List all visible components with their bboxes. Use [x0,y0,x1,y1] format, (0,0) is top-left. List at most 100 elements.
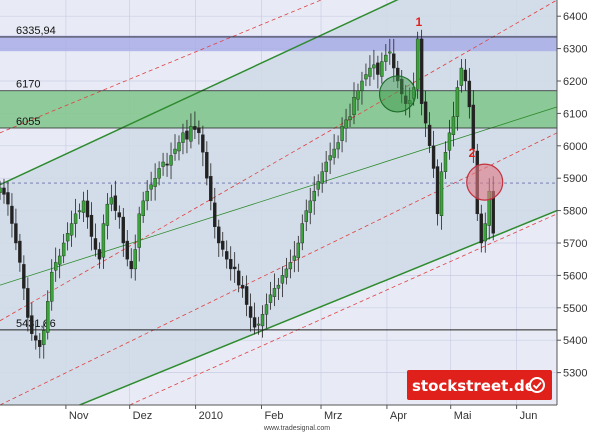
candle-body [232,266,237,270]
y-tick-label: 5500 [563,303,587,315]
candle-body [292,255,297,261]
candle-body [368,67,372,77]
candle-body [252,317,257,328]
candle-body [217,226,221,244]
candle-body [463,69,468,82]
annotations: 12 [415,15,475,160]
candle-body [10,205,14,224]
candle-body [229,259,233,270]
candle-body [22,264,26,289]
candle-body [256,323,261,326]
candle-body [423,101,428,124]
candle-body [308,200,312,213]
candle-body [193,126,197,130]
candle-body [141,200,145,216]
y-axis-ticks: 5300 5400 5500 5600 5700 5800 5900 6000 6100 6200… [557,11,587,380]
candle-body [57,255,62,265]
candle-body [384,54,388,62]
candle-body [6,192,10,205]
candle-body [240,284,245,289]
candle-body [264,304,269,315]
candle-body [447,132,452,151]
channel-line [0,0,557,322]
y-tick-label: 6200 [563,76,587,88]
channel-lines [0,0,557,405]
candle-body [153,177,157,187]
candle-body [332,148,336,158]
x-tick-label: Jun [520,410,538,422]
x-tick-label: Mai [454,410,472,422]
candle-body [483,223,487,242]
candle-body [121,216,126,244]
highlight-circle [466,163,504,201]
annotation-label: 2 [469,146,476,160]
logo-background [407,370,552,400]
channel-line [0,0,399,186]
candle-body [181,132,185,143]
candle-body [89,214,94,237]
candle-body [69,223,74,236]
candle-body [97,249,102,260]
y-tick-label: 5400 [563,335,587,347]
candle-body [272,288,277,297]
y-tick-label: 6100 [563,108,587,120]
candle-body [185,130,189,140]
candle-body [125,240,129,260]
candle-body [284,268,289,278]
candle-body [312,190,316,202]
candle-body [209,176,213,202]
stockstreet-logo[interactable]: stockstreet.de [407,370,552,400]
candle-body [372,64,376,69]
candle-body [376,62,380,75]
candle-body [467,80,472,108]
candle-body [248,306,253,318]
candle-body [0,187,2,193]
candle-body [197,127,201,134]
candle-body [296,242,301,259]
channel-line [0,0,322,134]
candle-body [14,223,18,244]
candle-body [479,213,483,244]
y-tick-label: 6400 [563,11,587,23]
candle-body [113,195,118,211]
candle-body [244,286,249,305]
candle-body [451,116,456,135]
y-tick-label: 6300 [563,44,587,56]
candle-body [18,240,22,263]
candles [0,29,495,359]
candle-body [288,262,293,270]
y-tick-label: 5800 [563,206,587,218]
y-tick-label: 5700 [563,238,587,250]
x-tick-label: 2010 [199,410,223,422]
x-tick-label: Mrz [324,410,342,422]
highlight-circle [378,75,417,113]
logo-text: stockstreet.de [412,377,535,395]
candle-body [415,38,420,90]
candle-body [169,155,173,166]
x-tick-label: Feb [264,410,283,422]
candle-body [324,161,328,172]
x-tick-label: Apr [390,410,407,422]
candle-body [201,134,205,153]
y-tick-label: 5900 [563,173,587,185]
candle-body [320,171,324,184]
candle-body [392,53,396,69]
candle-body [328,155,332,161]
candle-body [81,200,86,213]
price-zone [0,35,557,52]
candle-body [340,126,344,141]
candle-body [145,190,149,202]
candle-body [431,145,436,169]
candle-body [105,203,110,226]
candle-body [161,161,165,167]
candle-body [352,96,356,115]
candle-body [360,80,364,91]
candle-body [30,315,34,334]
candle-body [455,87,460,117]
channel-line [77,209,557,405]
candle-body [348,116,352,121]
candle-body [419,38,424,104]
